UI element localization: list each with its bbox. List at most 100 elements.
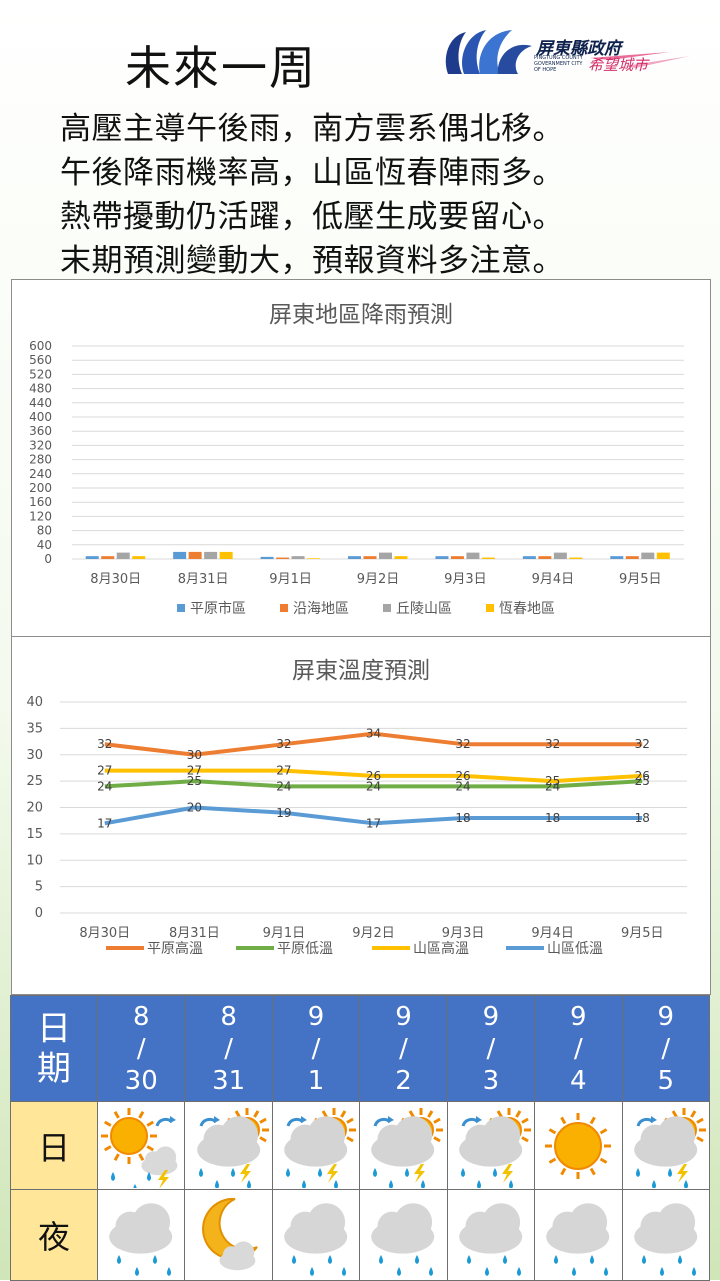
day-weather-cell [271,1101,361,1190]
y-tick-label: 0 [35,906,43,921]
cloudy-rain-icon [459,1203,523,1276]
x-tick-label: 8月30日 [79,926,130,941]
y-tick-label: 360 [29,424,52,438]
cloud-part [394,1203,433,1241]
rain-bar [132,556,146,559]
raindrop [421,1179,426,1188]
raindrop [214,1179,219,1188]
sun-ray [671,1109,678,1118]
data-label: 25 [545,774,560,788]
sun-ray [427,1109,434,1118]
data-label: 32 [276,737,291,751]
data-label: 25 [187,774,202,788]
cloud-shape [633,1115,697,1167]
sun-ray [234,1109,241,1118]
change-arrow-head [170,1115,177,1123]
raindrop [286,1167,291,1177]
date-header-char-1: 日 [37,1008,71,1049]
sun-ray [521,1135,529,1142]
date-header-cell: 日 期 [10,995,98,1102]
date-part: 9 [482,1001,500,1032]
y-tick-label: 160 [29,495,52,509]
rain-chart-title: 屏東地區降雨預測 [269,302,453,328]
moon-cloud-icon [201,1197,258,1271]
sun-ray [146,1120,155,1127]
data-label: 32 [97,737,112,751]
y-tick-label: 80 [37,524,52,538]
cloud-shape [196,1115,260,1167]
sun-ray [590,1116,597,1124]
sun-ray [409,1109,416,1118]
raindrop [604,1267,609,1276]
legend-label: 平原高溫 [147,940,203,957]
rain-bar [348,556,361,559]
rain-bar [481,557,495,559]
lightning [239,1163,251,1183]
data-label: 26 [635,769,650,783]
y-tick-label: 240 [29,467,52,481]
sun-ray [321,1109,328,1118]
sun-ray [113,1152,121,1161]
change-arrow [636,1117,654,1127]
y-tick-label: 10 [26,853,43,868]
date-part: 9 [570,1001,587,1032]
cloudy-thunder-rain-icon [459,1107,531,1188]
rain-bar [466,552,480,559]
rain-chart: 0408012016020024028032036040044048052056… [29,339,684,617]
raindrop [590,1255,595,1264]
raindrop [484,1267,489,1276]
cloud-part [482,1203,520,1241]
y-tick-label: 25 [26,774,43,789]
y-tick-label: 5 [35,880,43,895]
date-part: 30 [124,1065,158,1096]
raindrop [117,1255,122,1264]
cloudy-thunder-rain-icon [284,1107,357,1188]
legend-label: 平原市區 [190,600,246,617]
night-weather-cell [446,1189,536,1281]
sun-ray [600,1157,608,1164]
y-tick-label: 35 [26,721,43,736]
lightning [158,1169,170,1188]
raindrop [659,1267,664,1276]
cloud-shape [109,1203,173,1254]
y-tick-label: 40 [37,538,52,552]
rain-bar [522,556,536,559]
rain-bar [116,552,130,559]
rain-bar [610,556,624,559]
cloud-shape [459,1203,523,1254]
x-tick-label: 8月30日 [90,572,141,587]
cloudy-thunder-rain-icon [633,1107,706,1188]
change-arrow-head [475,1115,482,1123]
date-part: / [224,1033,234,1064]
sun-ray [346,1117,354,1124]
data-label: 19 [276,806,291,820]
x-tick-label: 9月3日 [442,926,485,941]
raindrop [318,1167,323,1177]
legend-swatch [383,604,391,612]
charts-panel: 屏東地區降雨預測 0 40 80 120 160 200 240 280 320 360 400 44… [11,279,711,995]
rain-bar [85,556,99,559]
date-part: / [399,1033,408,1064]
sun-ray [146,1144,155,1151]
temp-chart: 0 5 10 15 20 25 30 35 40 8月30日 8月31日 9月1日 9月2日 9月3日 9月… [26,695,687,957]
raindrop [230,1167,235,1177]
cloud-shape [284,1203,348,1254]
data-label: 34 [366,727,381,741]
x-tick-label: 9月2日 [352,926,395,941]
cloud-part [482,1115,520,1154]
date-part: 31 [212,1065,246,1096]
poem-line-2: 午後降雨機率高，山區恆春陣雨多。 [60,155,564,191]
rain-bar [276,557,290,559]
date-cell: 9/3 [446,995,536,1102]
sun-ray [515,1109,522,1118]
y-tick-label: 280 [29,453,52,467]
cloud-part [232,1241,254,1263]
sun-ray [138,1110,145,1119]
poem-line-4: 末期預測變動大，預報資料多注意。 [60,243,564,279]
legend-label: 沿海地區 [293,601,349,617]
rain-bar [641,552,655,559]
sun-ray [113,1110,121,1119]
y-tick-label: 40 [26,695,43,710]
temp-line [104,779,643,789]
x-tick-label: 9月5日 [619,572,662,587]
